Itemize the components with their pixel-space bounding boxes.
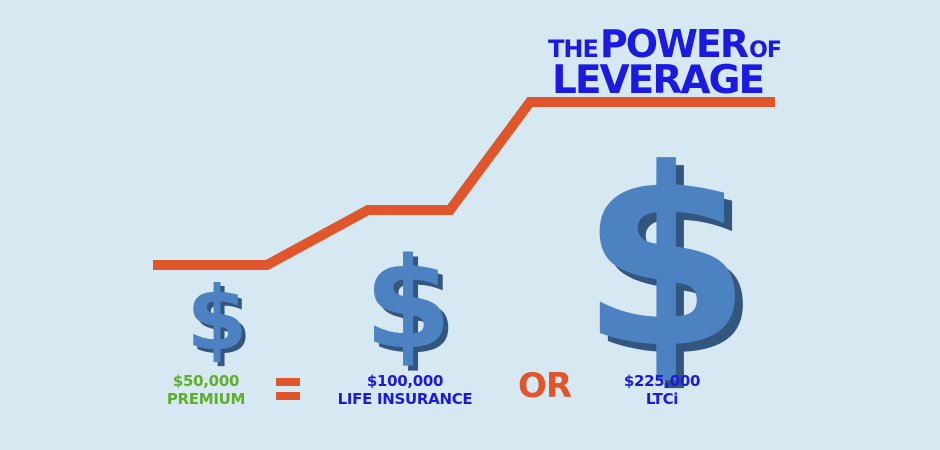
title-leverage: LEVERAGE	[552, 58, 765, 103]
equals-sign	[276, 376, 300, 402]
dollar-sign-medium-icon: $ $	[364, 230, 457, 382]
premium-label: PREMIUM	[166, 390, 246, 408]
premium-amount: $50,000	[172, 372, 240, 390]
equals-bar-bottom	[276, 392, 300, 400]
ltci-amount: $225,000	[623, 372, 701, 390]
svg-text:$: $	[580, 117, 751, 403]
leverage-line	[153, 97, 775, 270]
equals-bar-top	[276, 378, 300, 386]
life-insurance-caption: $100,000 LIFE INSURANCE	[318, 372, 492, 408]
title-of: OF	[749, 38, 782, 63]
svg-text:$: $	[190, 271, 251, 374]
title-the: THE	[548, 35, 599, 63]
svg-text:$: $	[186, 267, 247, 370]
premium-caption: $50,000 PREMIUM	[148, 372, 264, 408]
dollar-sign-large-icon: $ $	[580, 117, 759, 411]
svg-text:$: $	[364, 230, 452, 377]
title-power: POWER	[599, 22, 749, 66]
life-insurance-amount: $100,000	[366, 372, 444, 390]
title-line-1: THEPOWEROF	[548, 22, 782, 66]
ltci-label: LTCi	[645, 390, 679, 408]
dollar-sign-small-icon: $ $	[186, 267, 251, 374]
or-separator: OR	[518, 366, 572, 406]
svg-text:$: $	[588, 125, 759, 411]
ltci-caption: $225,000 LTCi	[608, 372, 716, 408]
svg-text:$: $	[369, 235, 457, 382]
life-insurance-label: LIFE INSURANCE	[337, 390, 473, 408]
